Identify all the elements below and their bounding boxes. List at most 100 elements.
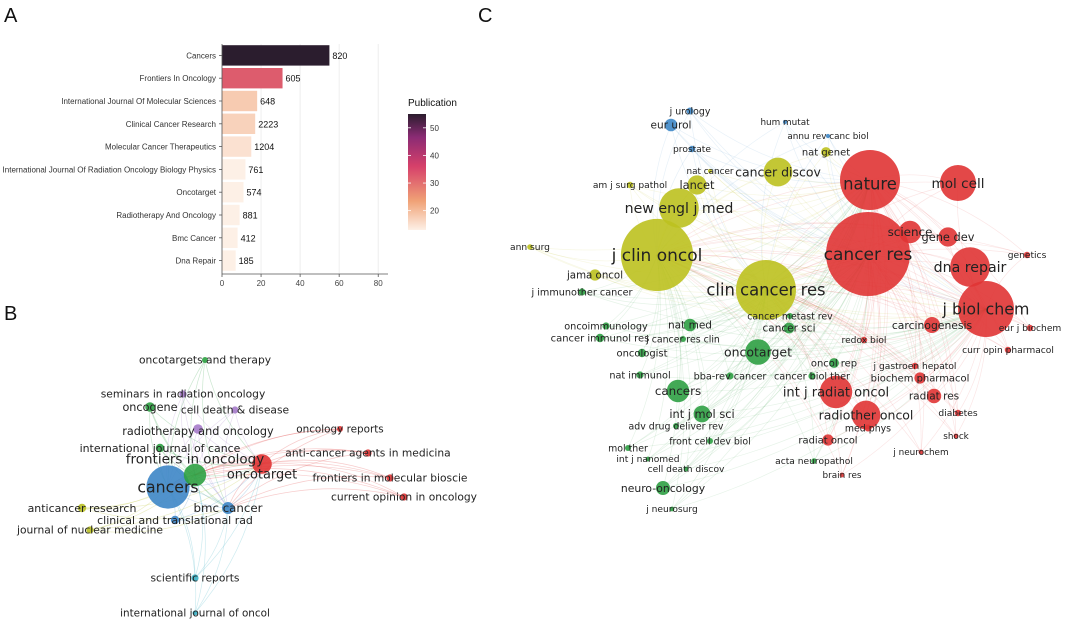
node-label-nat-cancer: nat cancer — [686, 167, 733, 177]
node-label-j-gastroen-hepatol: j gastroen hepatol — [873, 362, 957, 372]
edge-oncologist-to-j-biol-chem — [641, 308, 987, 362]
bar-international-journal-of-radiation-oncology-biology-physics — [222, 159, 246, 180]
node-label-j-urology: j urology — [669, 106, 711, 117]
legend-tick-20: 20 — [430, 207, 439, 216]
edge-oncotarget-to-j-biol-chem — [757, 308, 987, 355]
node-int-j-nanomed — [645, 456, 651, 462]
edge-oncotargets-and-therapy-to-oncotarget — [204, 359, 263, 465]
edge-anti-cancer-agents-in-medicina-to-bmc-cancer — [227, 452, 369, 509]
edge-seminars-in-radiation-oncology-to-oncotarget — [182, 393, 263, 465]
node-label-radiother-oncol: radiother oncol — [819, 407, 914, 422]
node-label-journal-of-nuclear-medicine: journal of nuclear medicine — [16, 524, 163, 537]
node-shock — [953, 433, 959, 439]
node-label-oncology-reports: oncology reports — [296, 424, 383, 436]
node-science — [898, 220, 922, 244]
node-anticancer-research — [77, 503, 87, 513]
edge-oncogene-to-bmc-cancer — [149, 406, 229, 509]
node-label-j-cancer-res-clin: j cancer res clin — [645, 334, 720, 345]
node-lancet — [687, 175, 707, 195]
edge-new-engl-j-med-to-j-biol-chem — [678, 207, 987, 310]
bar-molecular-cancer-therapeutics — [222, 136, 252, 157]
edge-oncotargets-and-therapy-to-bmc-cancer — [202, 359, 229, 509]
node-label-radiat-res: radiat res — [909, 391, 959, 403]
node-oncogene — [145, 402, 155, 412]
edge-international-journal-of-oncol-to-bmc-cancer — [194, 507, 229, 614]
node-med-phys — [864, 424, 872, 432]
node-label-anti-cancer-agents-in-medicina: anti-cancer agents in medicina — [285, 447, 450, 460]
node-cancers — [146, 465, 190, 509]
node-am-j-surg-pathol — [626, 181, 634, 189]
node-label-anticancer-research: anticancer research — [28, 502, 137, 515]
bar-bmc-cancer — [222, 227, 238, 248]
node-label-mol-cell: mol cell — [931, 176, 984, 192]
node-label-oncogene: oncogene — [122, 401, 177, 414]
node-clinical-and-translational-rad — [170, 515, 180, 525]
nodes — [527, 107, 1034, 512]
node-radiotherapy-and-oncology — [193, 424, 203, 434]
edge-j-biol-chem-to-j-clin-oncol — [656, 249, 987, 310]
node-label-med-phys: med phys — [845, 423, 891, 434]
edge-anti-cancer-agents-in-medicina-to-frontiers-in-oncology — [194, 448, 369, 476]
node-nat-cancer — [707, 168, 713, 174]
node-label-dna-repair: dna repair — [934, 260, 1007, 276]
edge-j-neurosurg-to-j-biol-chem — [671, 308, 987, 510]
tick-label-x-40: 40 — [296, 279, 305, 288]
node-mol-ther — [625, 445, 631, 451]
node-label-cancer-metast-rev: cancer metast rev — [747, 311, 833, 322]
tick-label-x-20: 20 — [257, 279, 266, 288]
edge-scientific-reports-to-frontiers-in-oncology — [194, 474, 204, 579]
node-label-j-neurochem: j neurochem — [892, 448, 948, 458]
legend-ticks: 50 40 30 20 — [408, 124, 439, 216]
bar-frontiers-in-oncology — [222, 68, 283, 89]
node-label-current-opinion-in-oncology: current opinion in oncology — [331, 491, 477, 504]
node-label-prostate: prostate — [673, 145, 711, 155]
node-label-bmc-cancer: bmc cancer — [193, 501, 262, 515]
edge-journal-of-nuclear-medicine-to-bmc-cancer — [89, 507, 229, 533]
edge-biochem-pharmacol-to-j-clin-oncol — [656, 254, 921, 379]
data-label-molecular-cancer-therapeutics: 1204 — [254, 142, 274, 152]
edge-anti-cancer-agents-in-medicina-to-oncotarget — [261, 449, 369, 465]
node-int-j-radiat-oncol — [819, 375, 853, 409]
node-label-j-biol-chem: j biol chem — [942, 300, 1030, 319]
node-oncotarget — [252, 454, 272, 474]
node-label-biochem-pharmacol: biochem pharmacol — [871, 373, 970, 384]
node-label-frontiers-in-oncology: frontiers in oncology — [126, 452, 264, 468]
data-label-cancers: 820 — [332, 51, 347, 61]
node-label-frontiers-in-molecular-bioscie: frontiers in molecular bioscie — [313, 472, 468, 485]
node-label-adv-drug-deliver-rev: adv drug deliver rev — [629, 421, 724, 432]
node-label-oncotargets-and-therapy: oncotargets and therapy — [139, 354, 271, 367]
node-label-hum-mutat: hum mutat — [760, 118, 810, 128]
bar-cancers — [222, 45, 330, 66]
node-label-radiat-oncol: radiat oncol — [798, 435, 857, 446]
node-oncoimmunology — [602, 322, 610, 330]
edge-j-neurochem-to-nature — [869, 179, 925, 453]
panel-label-a: A — [4, 5, 18, 27]
node-nat-genet — [821, 147, 831, 157]
edge-frontiers-in-molecular-bioscie-to-frontiers-in-oncology — [194, 461, 391, 479]
node-j-urology — [686, 107, 694, 115]
node-label-jama-oncol: jama oncol — [566, 270, 623, 282]
node-radiat-res — [926, 388, 942, 404]
legend-tick-30: 30 — [430, 179, 439, 188]
node-label-oncol-rep: oncol rep — [811, 358, 857, 369]
node-cell-death-disease — [231, 406, 239, 414]
node-label-diabetes: diabetes — [938, 409, 977, 419]
node-label-cancer-biol-ther: cancer biol ther — [774, 371, 850, 382]
node-current-opinion-in-oncology — [400, 493, 408, 501]
node-label-oncoimmunology: oncoimmunology — [564, 321, 648, 332]
edge-shock-to-clin-cancer-res — [765, 289, 957, 437]
node-label-neuro-oncology: neuro-oncology — [621, 482, 706, 495]
edge-oncology-reports-to-bmc-cancer — [227, 428, 341, 509]
node-front-cell-dev-biol — [707, 438, 713, 444]
legend-title: Publication — [408, 98, 457, 109]
panel-label-b: B — [4, 303, 17, 325]
edge-current-opinion-in-oncology-to-bmc-cancer — [227, 488, 405, 509]
node-label-cancer-discov: cancer discov — [735, 164, 821, 179]
edge-cancers-to-j-biol-chem — [677, 308, 987, 392]
node-label-j-clin-oncol: j clin oncol — [611, 246, 703, 266]
node-label-int-j-nanomed: int j nanomed — [616, 455, 679, 465]
node-adv-drug-deliver-rev — [673, 423, 679, 429]
node-dna-repair — [950, 247, 990, 287]
node-mol-cell — [940, 165, 976, 201]
